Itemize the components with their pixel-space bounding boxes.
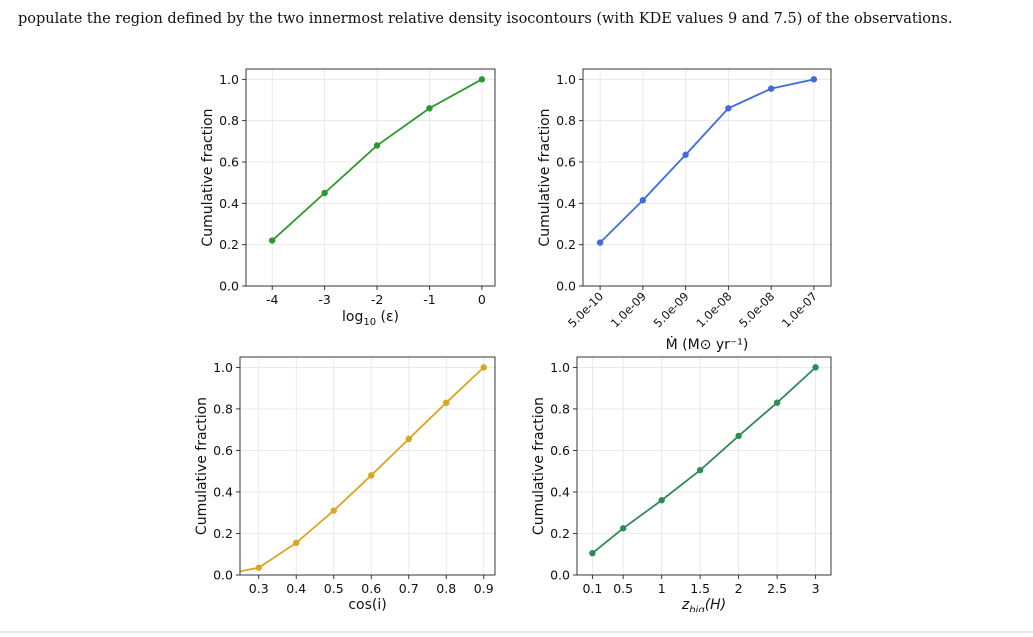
axes-frame (239, 356, 496, 576)
x-axis-label: Ṁ (M⊙ yr⁻¹) (666, 335, 749, 353)
data-point (812, 364, 819, 371)
xtick-label: 1.0e-07 (779, 289, 820, 330)
x-axis-label: log10 (ε) (342, 309, 399, 328)
data-point (735, 432, 742, 440)
ytick-label: 0.8 (219, 113, 239, 128)
ytick-label: 0.2 (219, 237, 239, 252)
xtick-label: 5.0e-09 (651, 289, 692, 330)
xtick-label: 5.0e-08 (736, 289, 777, 330)
caption-text: populate the region defined by the two i… (18, 11, 953, 27)
axes-frame (582, 68, 832, 287)
xtick-label: -3 (318, 292, 330, 307)
data-point (773, 399, 781, 406)
ytick-label: 0.6 (556, 155, 576, 170)
data-point (255, 564, 262, 571)
data-point (293, 539, 300, 547)
xtick-label: 1.5 (690, 581, 710, 596)
ytick-label: 0.0 (556, 279, 576, 294)
ytick-label: 1.0 (550, 360, 570, 375)
data-point (725, 105, 732, 112)
ytick-label: 1.0 (219, 72, 239, 87)
data-point (368, 472, 375, 479)
xtick-label: 1 (658, 581, 666, 596)
ytick-label: 0.2 (213, 526, 233, 541)
x-axis-label: cos(i) (348, 597, 386, 612)
ytick-label: 0.8 (556, 113, 576, 128)
xtick-label: 0.6 (361, 581, 381, 596)
xtick-label: -1 (423, 292, 435, 307)
data-point (480, 364, 487, 371)
axes-frame (576, 356, 832, 576)
data-point (639, 197, 647, 204)
xtick-label: 2.5 (767, 581, 787, 596)
data-point (373, 142, 381, 149)
ytick-label: 0.2 (550, 526, 570, 541)
xtick-label: 0.7 (399, 581, 419, 596)
ytick-label: 0.0 (550, 568, 570, 583)
data-point (767, 85, 775, 92)
data-point (658, 497, 665, 504)
data-point (330, 507, 337, 514)
ytick-label: 0.4 (550, 484, 570, 499)
xtick-label: 3 (812, 581, 820, 596)
y-axis-label: Cumulative fraction (531, 397, 547, 535)
data-point (443, 399, 450, 406)
ytick-label: 0.4 (556, 196, 576, 211)
figure-caption-bottom-clipped (0, 612, 1033, 637)
xtick-label: -4 (266, 292, 279, 307)
ytick-label: 0.6 (219, 155, 239, 170)
data-point (619, 525, 627, 532)
ytick-label: 0.8 (213, 401, 233, 416)
chart-panel-1: 0.0 0.2 0.4 0.6 0.8 1.0 -4 -3 -2 -1 0 Cumulative fr… (200, 68, 496, 328)
data-point (810, 76, 818, 83)
series-line (240, 366, 485, 573)
data-point (596, 239, 604, 246)
data-point (682, 151, 689, 158)
xtick-label: 0.4 (286, 581, 306, 596)
ytick-label: 0.2 (556, 237, 576, 252)
ytick-label: 0.6 (213, 443, 233, 458)
xtick-label: 0 (478, 292, 486, 307)
figure-panels: 0.0 0.2 0.4 0.6 0.8 1.0 -4 -3 -2 -1 0 Cumulative fr… (194, 68, 832, 612)
series-line (591, 366, 817, 554)
xtick-label: 1.0e-09 (608, 289, 649, 330)
xtick-label: 0.1 (582, 581, 602, 596)
xtick-label: -2 (371, 292, 383, 307)
ytick-label: 0.8 (550, 401, 570, 416)
data-point (321, 189, 328, 197)
ytick-label: 0.4 (219, 196, 239, 211)
data-point (269, 237, 276, 244)
xtick-label: 0.5 (324, 581, 344, 596)
xtick-label: 0.3 (249, 581, 269, 596)
xtick-label: 0.9 (474, 581, 494, 596)
chart-panel-2: 0.00.20.40.60.81.05.0e-10 1.0e-09 5.0e-09 1… (537, 68, 832, 353)
chart-panel-4: 0.0 0.2 0.4 0.6 0.8 1.0 0.1 0.5 1 1.5 2 2.5 3 Cumulat… (531, 356, 832, 612)
data-point (426, 105, 433, 112)
data-point (478, 76, 486, 83)
xtick-label: 2 (735, 581, 743, 596)
ytick-label: 0.6 (550, 443, 570, 458)
ytick-label: 0.0 (213, 568, 233, 583)
series-line (599, 78, 815, 244)
data-point (589, 550, 596, 557)
y-axis-label: Cumulative fraction (537, 108, 553, 246)
xtick-label: 1.0e-08 (693, 289, 734, 330)
axes-frame (245, 68, 496, 287)
y-axis-label: Cumulative fraction (200, 108, 216, 246)
xtick-label: 0.8 (436, 581, 456, 596)
data-point (405, 435, 412, 443)
ytick-label: 1.0 (556, 72, 576, 87)
ytick-label: 0.4 (213, 484, 233, 499)
ytick-label: 1.0 (213, 360, 233, 375)
xtick-label: 5.0e-10 (565, 289, 606, 330)
data-point (696, 466, 704, 474)
x-axis-label: zbig(H) (681, 597, 726, 612)
xtick-label: 0.5 (613, 581, 633, 596)
y-axis-label: Cumulative fraction (194, 397, 210, 535)
figure-caption-top: populate the region defined by the two i… (18, 4, 1028, 34)
ytick-label: 0.0 (219, 279, 239, 294)
chart-panel-3: 0.0 0.2 0.4 0.6 0.8 1.0 0.3 0.4 0.5 0.6 0.7 0.8 0.9 C… (194, 356, 496, 612)
